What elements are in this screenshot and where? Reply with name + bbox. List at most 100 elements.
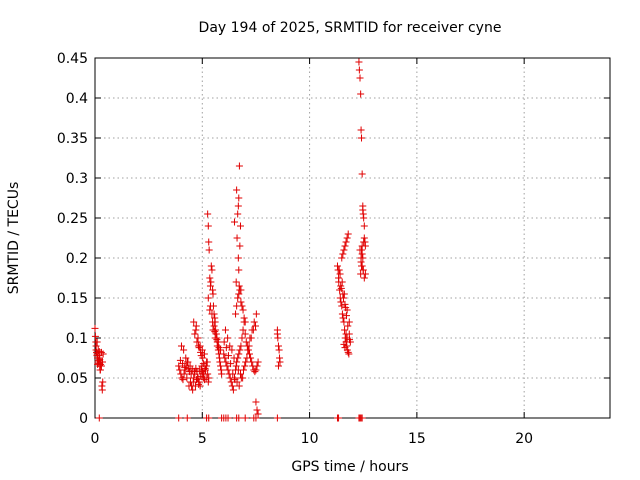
data-point xyxy=(230,218,238,226)
data-point xyxy=(239,326,247,334)
data-point xyxy=(95,414,103,422)
plot-frame xyxy=(94,57,611,419)
data-point xyxy=(335,414,343,422)
data-point xyxy=(224,366,232,374)
data-point xyxy=(201,362,209,370)
data-point xyxy=(235,414,243,422)
x-tick-label: 15 xyxy=(408,431,426,447)
data-point xyxy=(344,230,352,238)
data-point xyxy=(197,372,205,380)
data-point xyxy=(333,262,341,270)
data-point xyxy=(192,376,200,384)
data-point xyxy=(246,350,253,358)
data-point xyxy=(335,266,343,274)
data-point xyxy=(179,360,187,368)
data-point xyxy=(342,330,350,338)
data-point xyxy=(208,266,216,274)
data-point xyxy=(236,370,244,378)
data-point xyxy=(217,362,225,370)
data-point xyxy=(340,246,348,254)
data-point xyxy=(336,286,344,294)
data-point xyxy=(358,170,366,178)
data-point xyxy=(213,342,221,350)
x-axis-label: GPS time / hours xyxy=(291,459,408,475)
data-point xyxy=(184,358,192,366)
data-point xyxy=(209,318,217,326)
data-point xyxy=(175,362,183,370)
data-point xyxy=(224,352,232,360)
data-point xyxy=(236,242,244,250)
data-point xyxy=(180,346,188,354)
data-point xyxy=(358,250,366,258)
y-tick-label: 0.25 xyxy=(57,211,88,227)
data-point xyxy=(335,274,343,282)
data-point xyxy=(343,234,351,242)
data-point xyxy=(203,358,211,366)
data-point xyxy=(341,242,349,250)
data-point xyxy=(238,302,246,310)
data-point xyxy=(235,282,243,290)
data-point xyxy=(183,414,191,422)
data-point xyxy=(355,58,363,66)
data-point xyxy=(208,310,216,318)
data-point xyxy=(358,242,366,250)
x-tick-label: 20 xyxy=(515,431,533,447)
data-point xyxy=(235,382,243,390)
data-point xyxy=(233,186,241,194)
data-point xyxy=(205,238,213,246)
data-point xyxy=(336,270,344,278)
data-point xyxy=(181,364,189,372)
data-point xyxy=(251,368,259,376)
data-point xyxy=(221,326,229,334)
data-point xyxy=(96,366,104,374)
data-point xyxy=(216,358,224,366)
data-point xyxy=(235,162,243,170)
data-point xyxy=(209,290,217,298)
x-tick-label: 5 xyxy=(198,431,207,447)
data-point xyxy=(355,66,363,74)
data-point xyxy=(273,330,281,338)
data-point xyxy=(205,246,213,254)
data-point xyxy=(194,334,202,342)
data-point xyxy=(202,366,210,374)
data-point xyxy=(247,334,255,342)
data-point xyxy=(241,318,249,326)
data-point xyxy=(337,298,345,306)
data-point xyxy=(213,336,221,344)
data-point xyxy=(185,382,193,390)
data-point xyxy=(228,382,236,390)
data-point xyxy=(242,338,250,346)
data-point xyxy=(92,342,100,350)
data-point xyxy=(94,346,102,354)
data-point xyxy=(236,222,244,230)
data-point xyxy=(204,378,212,386)
data-point xyxy=(211,334,219,342)
data-point xyxy=(179,376,187,384)
chart-title: Day 194 of 2025, SRMTID for receiver cyn… xyxy=(199,20,502,36)
data-point xyxy=(97,362,105,370)
data-point xyxy=(338,310,346,318)
y-tick-label: 0.4 xyxy=(66,91,88,107)
data-point xyxy=(338,302,346,310)
data-point xyxy=(195,344,203,352)
data-point xyxy=(341,300,349,308)
data-point xyxy=(253,406,261,414)
data-point xyxy=(360,222,368,230)
data-point xyxy=(275,346,283,354)
data-point xyxy=(338,254,346,262)
data-point xyxy=(229,370,237,378)
data-point xyxy=(245,342,253,350)
data-point xyxy=(98,386,106,394)
data-point xyxy=(274,362,282,370)
data-point xyxy=(195,380,203,388)
axis-ticks: 0 0.05 0.1 0.15 0.2 0.25 0.3 0.35 0.4 0.45 0 5 10 15 2… xyxy=(57,51,610,447)
data-point xyxy=(242,358,250,366)
y-tick-label: 0.35 xyxy=(57,131,88,147)
data-point xyxy=(344,322,352,330)
data-point xyxy=(340,340,348,348)
data-point xyxy=(94,360,102,368)
data-point xyxy=(254,410,262,418)
y-tick-label: 0.05 xyxy=(57,371,88,387)
data-point xyxy=(235,350,243,358)
data-point xyxy=(357,126,365,134)
